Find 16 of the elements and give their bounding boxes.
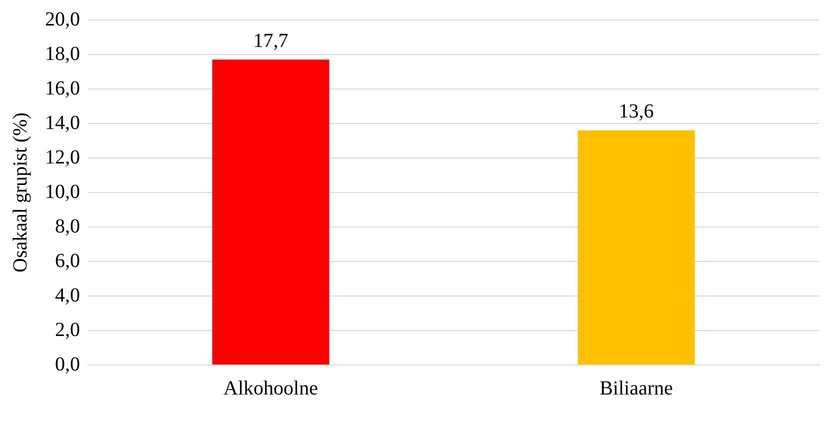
y-tick-label: 20,0 — [45, 8, 80, 30]
y-tick-label: 8,0 — [55, 215, 80, 238]
x-tick-label: Biliaarne — [600, 377, 674, 400]
x-tick-label: Alkohoolne — [224, 377, 318, 400]
y-tick-label: 0,0 — [55, 353, 80, 376]
y-tick-label: 10,0 — [45, 180, 80, 203]
y-tick-label: 6,0 — [55, 250, 80, 272]
y-axis-title: Osakaal grupist (%) — [9, 112, 32, 272]
y-tick-label: 18,0 — [45, 42, 80, 65]
y-tick-label: 16,0 — [45, 77, 80, 100]
y-tick-label: 4,0 — [55, 284, 80, 306]
y-tick-label: 12,0 — [45, 146, 80, 168]
y-tick-label: 2,0 — [55, 318, 80, 341]
data-label: 17,7 — [253, 30, 288, 52]
y-tick-label: 14,0 — [45, 112, 80, 134]
data-label: 13,6 — [618, 100, 654, 123]
